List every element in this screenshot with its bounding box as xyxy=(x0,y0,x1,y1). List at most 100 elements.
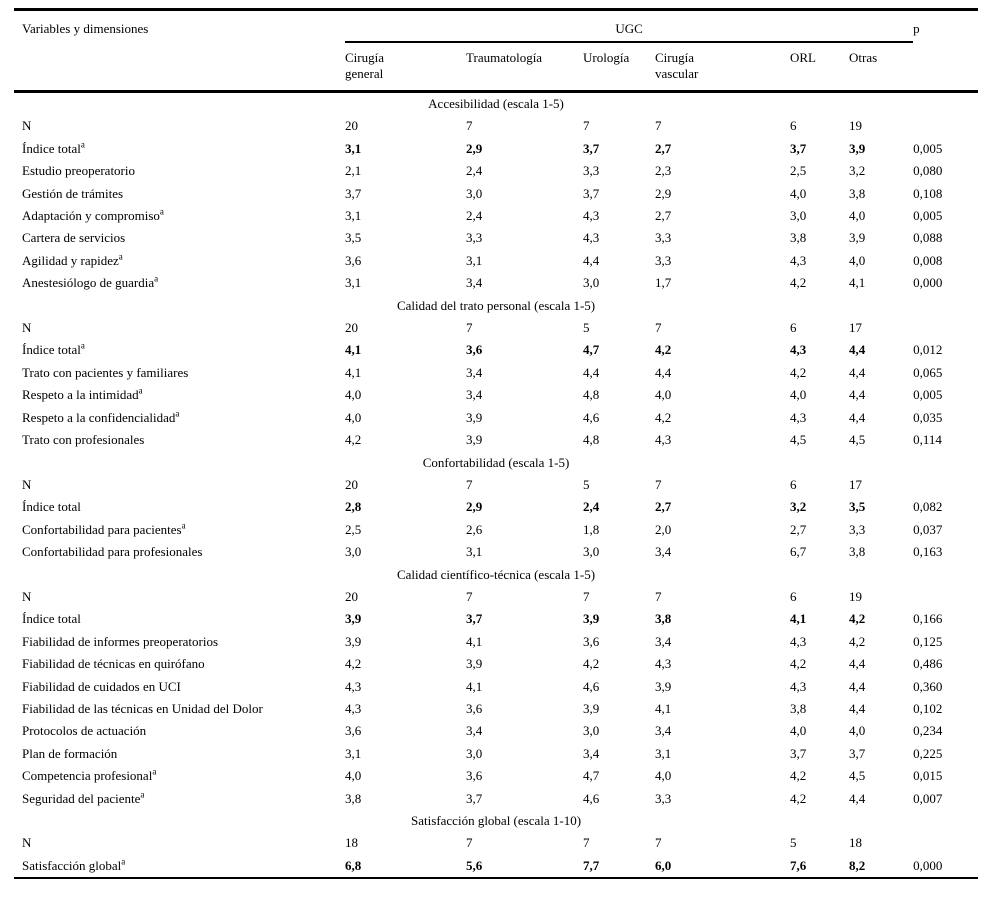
value-cell: 4,7 xyxy=(583,768,600,784)
value-cell: 4,2 xyxy=(655,342,672,358)
section-title: Satisfacción global (escala 1-10) xyxy=(411,813,582,828)
row-label: Respeto a la confidencialidada xyxy=(22,408,180,425)
p-value-cell: 0,000 xyxy=(913,275,943,291)
value-cell: 4,2 xyxy=(849,611,866,627)
table-row: Respeto a la confidencialidada 4,0 3,9 4,6 4… xyxy=(14,407,978,429)
row-label: Seguridad del pacientea xyxy=(22,789,145,806)
value-cell: 2,3 xyxy=(655,163,672,179)
value-cell: 4,1 xyxy=(466,678,483,694)
p-value-cell: 0,486 xyxy=(913,656,943,672)
p-value-cell: 0,005 xyxy=(913,387,943,403)
table-row: Seguridad del pacientea 3,8 3,7 4,6 3,3 4,2 4,… xyxy=(14,788,978,810)
value-cell: 7,6 xyxy=(790,857,807,873)
value-cell: 3,7 xyxy=(790,140,807,156)
table-row: Satisfacción globala 6,8 5,6 7,7 6,0 7,6 8,2 0,… xyxy=(14,855,978,878)
value-cell: 5 xyxy=(583,476,590,492)
value-cell: 2,7 xyxy=(655,499,672,515)
value-cell: 7 xyxy=(583,588,590,604)
value-cell: 3,1 xyxy=(655,745,672,761)
value-cell: 18 xyxy=(345,835,358,851)
value-cell: 4,4 xyxy=(849,678,866,694)
value-cell: 2,9 xyxy=(655,185,672,201)
header-row-top: Variables y dimensiones UGC p xyxy=(14,9,979,93)
row-label: Competencia profesionala xyxy=(22,766,157,784)
value-cell: 3,1 xyxy=(466,544,483,560)
row-label: Estudio preoperatorio xyxy=(22,163,135,179)
p-value-cell: 0,008 xyxy=(913,252,943,268)
value-cell: 3,1 xyxy=(345,208,362,224)
table-row: Confortabilidad para profesionales 3,0 3,1… xyxy=(14,541,978,563)
value-cell: 3,4 xyxy=(466,723,483,739)
value-cell: 3,1 xyxy=(345,275,362,291)
value-cell: 3,5 xyxy=(849,499,866,515)
value-cell: 2,4 xyxy=(466,208,483,224)
row-label: Agilidad y rapideza xyxy=(22,251,123,268)
value-cell: 3,6 xyxy=(466,342,483,358)
row-label: N xyxy=(22,320,32,336)
value-cell: 3,9 xyxy=(345,611,362,627)
value-cell: 2,9 xyxy=(466,499,483,515)
table-row: N 20 7 5 7 6 17 xyxy=(14,474,978,496)
value-cell: 3,4 xyxy=(466,275,483,291)
footnote-marker: a xyxy=(154,273,159,284)
row-label: Satisfacción globala xyxy=(22,856,126,873)
value-cell: 4,4 xyxy=(583,364,600,380)
value-cell: 3,6 xyxy=(583,633,600,649)
value-cell: 4,4 xyxy=(849,364,866,380)
table-row: Índice totala 3,1 2,9 3,7 2,7 3,7 3,9 0,005 xyxy=(14,138,978,160)
value-cell: 1,7 xyxy=(655,275,672,291)
row-label: Confortabilidad para pacientesa xyxy=(22,520,186,537)
value-cell: 18 xyxy=(849,835,862,851)
value-cell: 17 xyxy=(849,476,862,492)
value-cell: 7 xyxy=(583,835,590,851)
value-cell: 7 xyxy=(466,118,473,134)
value-cell: 4,2 xyxy=(790,275,807,291)
column-header-p: p xyxy=(913,9,979,93)
footnote-marker: a xyxy=(118,251,123,262)
p-value-cell: 0,108 xyxy=(913,185,943,201)
value-cell: 4,7 xyxy=(583,342,600,358)
value-cell: 3,9 xyxy=(655,678,672,694)
value-cell: 19 xyxy=(849,118,862,134)
row-label: N xyxy=(22,835,32,851)
value-cell: 6 xyxy=(790,118,797,134)
row-label: Anestesiólogo de guardiaa xyxy=(22,273,159,291)
row-label: Fiabilidad de las técnicas en Unidad del… xyxy=(22,700,263,716)
value-cell: 4,4 xyxy=(849,387,866,403)
value-cell: 4,2 xyxy=(790,364,807,380)
value-cell: 1,8 xyxy=(583,521,600,537)
value-cell: 2,4 xyxy=(583,499,600,515)
value-cell: 7 xyxy=(466,476,473,492)
section-header-row: Accesibilidad (escala 1-5) xyxy=(14,92,978,116)
value-cell: 4,3 xyxy=(790,252,807,268)
section-title: Calidad del trato personal (escala 1-5) xyxy=(396,297,596,313)
value-cell: 4,0 xyxy=(849,208,866,224)
value-cell: 4,1 xyxy=(466,633,483,649)
value-cell: 4,2 xyxy=(345,656,362,672)
value-cell: 3,9 xyxy=(466,656,483,672)
subcolumn-row: Cirugía general Traumatología Urología Ciru… xyxy=(14,41,978,93)
table-row: Trato con profesionales 4,2 3,9 4,8 4,3 4,5 4,… xyxy=(14,429,978,451)
value-cell: 3,4 xyxy=(655,723,672,739)
value-cell: 6,7 xyxy=(790,544,807,560)
value-cell: 3,6 xyxy=(345,252,362,268)
footnote-marker: a xyxy=(152,766,157,777)
value-cell: 4,2 xyxy=(790,790,807,806)
value-cell: 3,3 xyxy=(655,252,672,268)
value-cell: 4,1 xyxy=(345,364,362,380)
value-cell: 3,6 xyxy=(345,723,362,739)
value-cell: 3,0 xyxy=(790,208,807,224)
value-cell: 4,2 xyxy=(655,409,672,425)
value-cell: 3,9 xyxy=(849,230,866,246)
column-header-ugc-6: Otras xyxy=(849,41,914,93)
column-header-ugc-3: Urología xyxy=(583,41,655,93)
value-cell: 3,7 xyxy=(466,611,483,627)
value-cell: 20 xyxy=(345,476,358,492)
value-cell: 5,6 xyxy=(466,857,483,873)
value-cell: 3,4 xyxy=(655,633,672,649)
value-cell: 4,2 xyxy=(790,768,807,784)
value-cell: 4,4 xyxy=(849,342,866,358)
p-value-cell: 0,082 xyxy=(913,499,943,515)
value-cell: 2,8 xyxy=(345,499,362,515)
